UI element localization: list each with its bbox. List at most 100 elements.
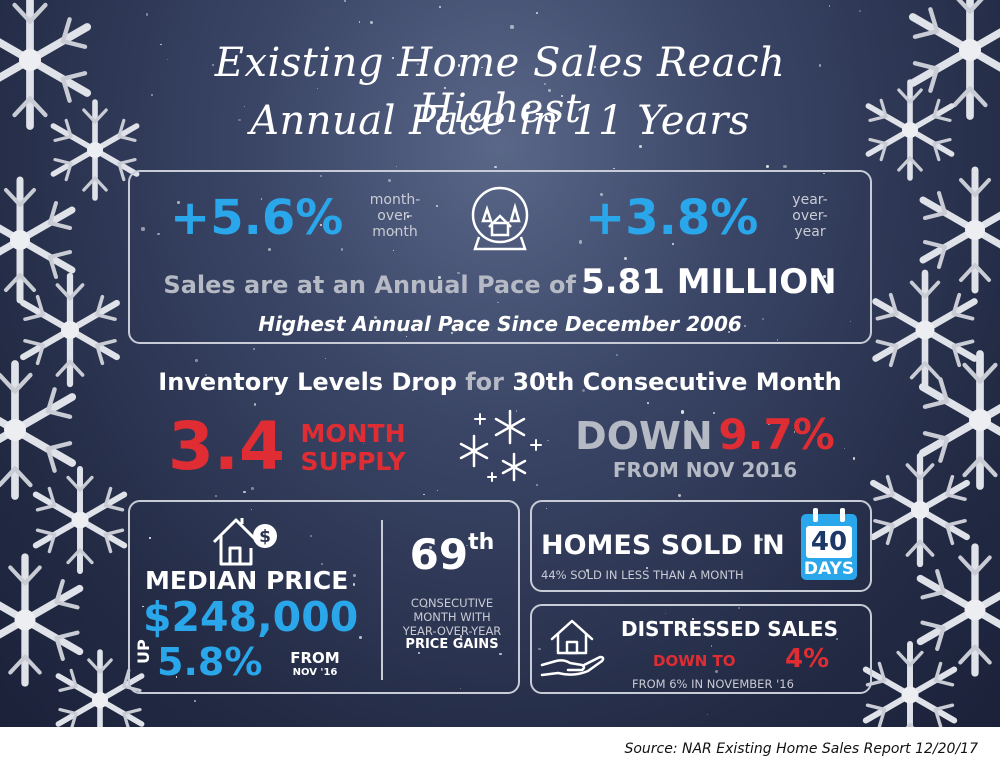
mom-label-1: month- bbox=[369, 192, 421, 208]
snow-dot bbox=[150, 93, 154, 97]
snow-dot bbox=[585, 568, 590, 573]
snow-dot bbox=[507, 56, 510, 59]
snow-dot bbox=[243, 105, 245, 108]
inventory-heading-2: for bbox=[465, 368, 504, 396]
snow-dot bbox=[405, 336, 407, 338]
median-price-label: MEDIAN PRICE bbox=[145, 566, 349, 595]
snow-dot bbox=[406, 215, 410, 218]
snow-dot bbox=[762, 317, 765, 320]
svg-text:$: $ bbox=[259, 527, 271, 547]
snow-dot bbox=[686, 419, 689, 422]
calendar-label: DAYS bbox=[803, 559, 855, 579]
distressed-from-text: FROM 6% IN NOVEMBER '16 bbox=[632, 677, 794, 691]
calendar-ring-left bbox=[813, 508, 818, 522]
snow-dot bbox=[545, 508, 547, 510]
snow-dot bbox=[393, 249, 395, 251]
snow-dot bbox=[691, 618, 694, 620]
snow-dot bbox=[253, 403, 257, 407]
snow-dot bbox=[301, 324, 303, 326]
distressed-sales-box bbox=[530, 604, 872, 694]
infographic-canvas: Existing Home Sales Reach Highest Annual… bbox=[0, 0, 1000, 727]
snow-dot bbox=[363, 443, 365, 445]
snow-dot bbox=[416, 62, 420, 66]
snow-dot bbox=[613, 167, 615, 170]
snow-dot bbox=[548, 89, 551, 92]
yoy-value: +3.8% bbox=[585, 190, 759, 246]
snow-dot bbox=[320, 289, 323, 292]
snow-dot bbox=[340, 248, 344, 251]
snow-dot bbox=[238, 118, 242, 122]
snow-dot bbox=[671, 243, 675, 246]
median-price-value: $248,000 bbox=[143, 593, 359, 641]
median-divider bbox=[381, 520, 383, 680]
snow-dot bbox=[664, 612, 666, 615]
snow-dot bbox=[324, 357, 327, 359]
snow-dot bbox=[766, 165, 769, 169]
snow-dot bbox=[536, 483, 539, 486]
snow-dot bbox=[215, 494, 218, 497]
snow-dot bbox=[578, 240, 582, 244]
mom-value: +5.6% bbox=[170, 190, 344, 246]
supply-value: 3.4 bbox=[168, 408, 285, 485]
snow-dot bbox=[776, 338, 779, 341]
gains-line-4: PRICE GAINS bbox=[405, 637, 499, 652]
mom-label-2: over- bbox=[377, 208, 413, 224]
snow-dot bbox=[510, 25, 514, 29]
right-snowflake-border bbox=[850, 0, 1000, 727]
pace-value: 5.81 MILLION bbox=[581, 262, 837, 302]
snow-dot bbox=[194, 700, 197, 703]
title-line-1: Existing Home Sales Reach Highest bbox=[214, 40, 786, 132]
snow-dot bbox=[459, 688, 462, 690]
snow-dot bbox=[142, 605, 144, 608]
snow-dot bbox=[251, 509, 253, 511]
snow-dot bbox=[438, 276, 442, 280]
snow-dot bbox=[300, 280, 303, 283]
down-label: DOWN bbox=[575, 414, 713, 458]
snow-dot bbox=[211, 63, 215, 67]
snow-dot bbox=[377, 110, 381, 113]
snow-dot bbox=[418, 652, 420, 655]
inventory-heading: Inventory Levels Drop for 30th Consecuti… bbox=[130, 368, 870, 396]
snow-dot bbox=[852, 457, 856, 460]
snow-dot bbox=[774, 59, 776, 61]
snow-dot bbox=[675, 379, 679, 383]
calendar-icon: 40 DAYS bbox=[801, 508, 857, 580]
snow-dot bbox=[543, 83, 546, 86]
snow-dot bbox=[423, 493, 425, 496]
up-label: UP bbox=[134, 639, 153, 664]
house-in-hand-icon bbox=[540, 619, 605, 677]
snow-dot bbox=[260, 198, 262, 200]
gains-value: 69 bbox=[409, 530, 469, 579]
yoy-label-1: year- bbox=[792, 192, 828, 208]
gains-line-2: MONTH WITH bbox=[413, 610, 491, 624]
snow-dot bbox=[320, 174, 323, 177]
calendar-page: 40 bbox=[806, 526, 852, 558]
snow-dot bbox=[615, 353, 619, 357]
homes-sold-heading: HOMES SOLD IN bbox=[541, 530, 785, 561]
snow-dot bbox=[436, 490, 438, 492]
snow-dot bbox=[370, 20, 374, 24]
supply-label-1: MONTH bbox=[300, 419, 406, 448]
snow-dot bbox=[646, 566, 649, 570]
snow-dot bbox=[157, 233, 160, 236]
down-value: 9.7% bbox=[718, 410, 835, 459]
snow-dot bbox=[715, 669, 719, 674]
inventory-heading-1: Inventory Levels Drop bbox=[158, 368, 457, 396]
snow-dot bbox=[713, 412, 715, 414]
snow-dot bbox=[823, 172, 825, 175]
up-value: 5.8% bbox=[157, 640, 263, 684]
snow-dot bbox=[141, 227, 145, 231]
distressed-down-value: 4% bbox=[785, 644, 830, 674]
snow-dot bbox=[494, 165, 498, 169]
snow-dot bbox=[268, 247, 272, 251]
snow-dot bbox=[706, 713, 709, 715]
snow-dot bbox=[145, 13, 149, 16]
gains-line-1: CONSECUTIVE bbox=[410, 596, 494, 610]
snow-dot bbox=[358, 21, 361, 23]
calendar-ring-right bbox=[840, 508, 845, 522]
sales-pace-box bbox=[128, 170, 872, 344]
snow-dot bbox=[457, 272, 460, 275]
homes-sold-sub: 44% SOLD IN LESS THAN A MONTH bbox=[541, 568, 744, 582]
snow-dot bbox=[310, 534, 313, 537]
since-text: Highest Annual Pace Since December 2006 bbox=[258, 312, 742, 336]
